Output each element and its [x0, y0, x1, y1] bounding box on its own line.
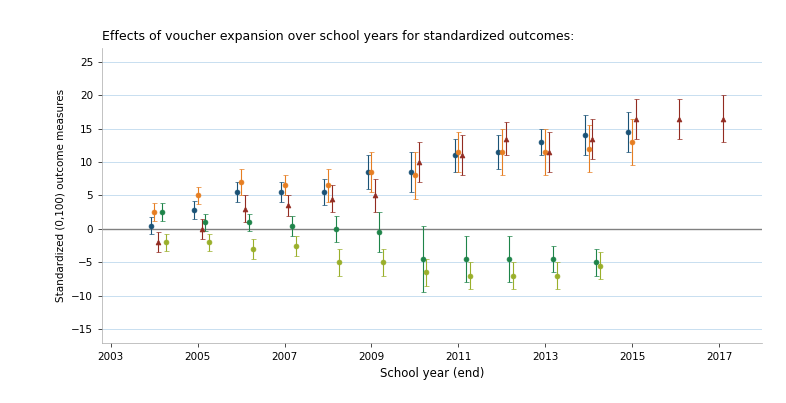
Y-axis label: Standardized (0,100) outcome measures: Standardized (0,100) outcome measures — [56, 89, 65, 302]
Text: Effects of voucher expansion over school years for standardized outcomes:: Effects of voucher expansion over school… — [102, 30, 575, 43]
X-axis label: School year (end): School year (end) — [380, 367, 484, 380]
